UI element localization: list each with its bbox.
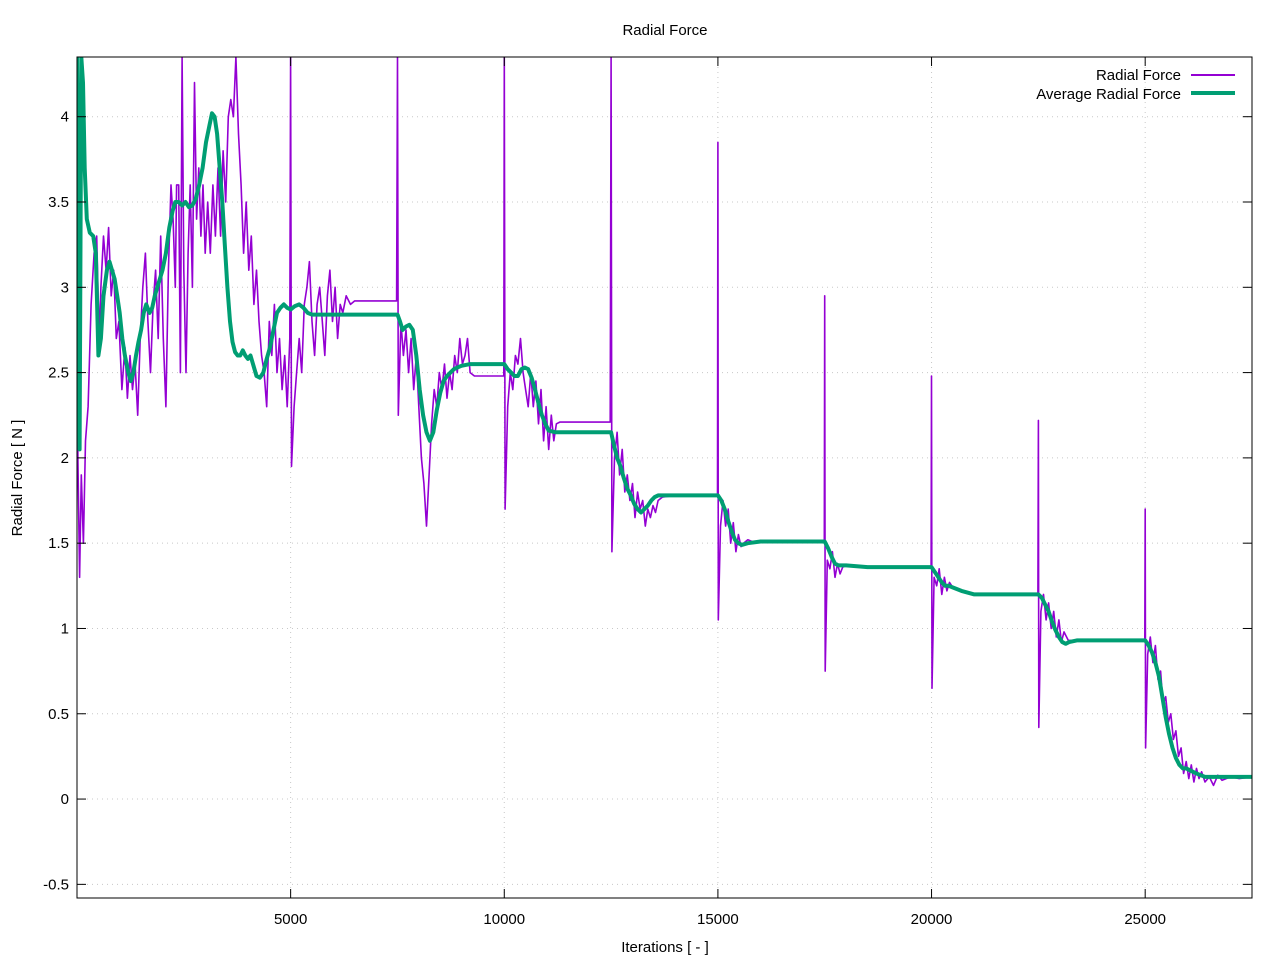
y-tick-label: 0.5: [48, 706, 69, 723]
legend-label-average-radial-force: Average Radial Force: [1036, 86, 1181, 103]
axis-ticks: -0.5 0 0.5 1 1.5 2 2.5 3 3.5 4 5000 10000 15000 20000…: [43, 57, 1252, 928]
chart-title: Radial Force: [622, 22, 707, 39]
series-layer: [77, 57, 1252, 787]
y-tick-label: 1.5: [48, 535, 69, 552]
y-tick-label: 3.5: [48, 194, 69, 211]
series-line-average-radial-force: [77, 57, 1252, 779]
plot-frame: [76, 56, 1253, 899]
x-tick-label: 15000: [697, 911, 739, 928]
series-line-radial-force: [77, 57, 1252, 787]
legend: Radial Force Average Radial Force: [1036, 67, 1235, 103]
y-tick-label: 3: [61, 279, 69, 296]
x-tick-label: 10000: [483, 911, 525, 928]
y-tick-label: 2.5: [48, 365, 69, 382]
y-tick-label: 0: [61, 791, 69, 808]
x-axis-label: Iterations [ - ]: [621, 939, 709, 956]
x-tick-label: 5000: [274, 911, 307, 928]
y-tick-label: 2: [61, 450, 69, 467]
y-tick-label: -0.5: [43, 876, 69, 893]
y-tick-label: 1: [61, 620, 69, 637]
y-tick-label: 4: [61, 109, 69, 126]
y-axis-label: Radial Force [ N ]: [9, 420, 26, 537]
x-tick-label: 20000: [911, 911, 953, 928]
x-tick-label: 25000: [1124, 911, 1166, 928]
grid: [77, 57, 1252, 898]
legend-label-radial-force: Radial Force: [1096, 67, 1181, 84]
